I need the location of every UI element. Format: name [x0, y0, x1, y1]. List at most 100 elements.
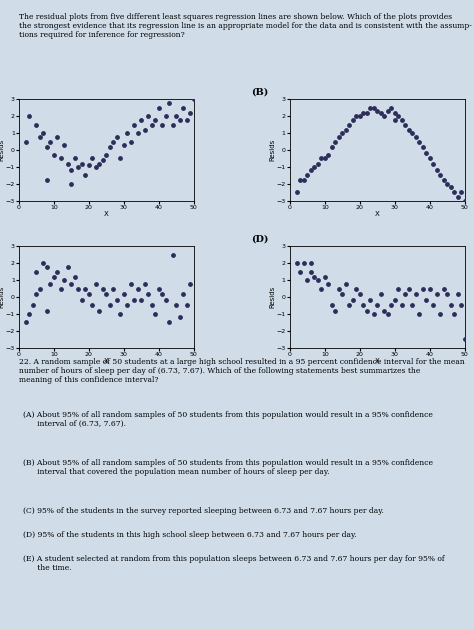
Point — [186, 278, 194, 289]
Point — [152, 115, 159, 125]
Point — [359, 108, 367, 118]
X-axis label: X: X — [104, 211, 109, 217]
Point — [124, 301, 131, 311]
Point — [324, 150, 332, 160]
Point — [173, 111, 180, 121]
Y-axis label: Resids: Resids — [269, 139, 275, 161]
Point — [74, 284, 82, 294]
Point — [384, 309, 392, 319]
Point — [61, 140, 68, 150]
Point — [43, 306, 51, 316]
Point — [96, 306, 103, 316]
Point — [366, 295, 374, 306]
Text: (B): (B) — [251, 87, 269, 96]
Point — [85, 289, 92, 299]
Point — [99, 155, 107, 165]
Point — [190, 94, 198, 105]
Point — [457, 301, 465, 311]
Point — [57, 154, 64, 164]
Point — [433, 289, 440, 299]
Point — [394, 111, 402, 121]
Point — [363, 108, 371, 118]
Point — [64, 261, 72, 272]
Point — [366, 103, 374, 113]
Point — [443, 179, 451, 189]
Point — [96, 159, 103, 169]
Point — [349, 295, 356, 306]
Point — [318, 154, 325, 164]
Text: (C) 95% of the students in the survey reported sleeping between 6.73 and 7.67 ho: (C) 95% of the students in the survey re… — [23, 507, 384, 515]
Point — [415, 137, 423, 147]
Text: (B) About 95% of all random samples of 50 students from this population would re: (B) About 95% of all random samples of 5… — [23, 459, 433, 476]
Point — [307, 266, 315, 277]
Point — [176, 312, 183, 323]
Point — [36, 132, 44, 142]
Point — [85, 160, 92, 170]
Y-axis label: Resids: Resids — [269, 286, 275, 308]
Point — [454, 192, 461, 202]
Point — [113, 295, 120, 306]
Point — [134, 128, 142, 138]
Point — [356, 289, 364, 299]
Point — [454, 289, 461, 299]
Point — [447, 182, 455, 192]
Point — [43, 175, 51, 185]
Point — [46, 278, 54, 289]
Text: (D) 95% of the students in this high school sleep between 6.73 and 7.67 hours pe: (D) 95% of the students in this high sch… — [23, 530, 357, 539]
Point — [26, 309, 33, 319]
Point — [169, 249, 176, 260]
Point — [102, 150, 110, 160]
Point — [54, 266, 61, 277]
Point — [391, 295, 399, 306]
Point — [169, 120, 176, 130]
Point — [436, 309, 444, 319]
Point — [338, 289, 346, 299]
X-axis label: X: X — [375, 358, 380, 364]
Point — [363, 306, 371, 316]
Point — [145, 289, 152, 299]
Point — [303, 275, 311, 285]
Text: (A) About 95% of all random samples of 50 students from this population would re: (A) About 95% of all random samples of 5… — [23, 411, 433, 428]
Point — [137, 295, 145, 306]
Point — [68, 179, 75, 189]
Point — [106, 142, 114, 152]
Point — [33, 266, 40, 277]
Text: The residual plots from five different least squares regression lines are shown : The residual plots from five different l… — [19, 13, 472, 39]
Point — [92, 278, 100, 289]
Point — [180, 289, 187, 299]
Point — [384, 106, 392, 116]
Point — [303, 170, 311, 180]
Point — [141, 125, 148, 135]
Point — [433, 165, 440, 175]
Point — [307, 165, 315, 175]
Point — [22, 137, 30, 147]
Point — [106, 301, 114, 311]
Point — [180, 103, 187, 113]
Point — [436, 170, 444, 180]
Point — [412, 289, 419, 299]
Point — [155, 103, 163, 113]
Point — [457, 187, 465, 197]
Point — [328, 142, 336, 152]
Point — [43, 142, 51, 152]
Point — [380, 306, 388, 316]
Point — [346, 120, 353, 130]
Point — [370, 103, 377, 113]
Point — [127, 278, 135, 289]
Text: 22. A random sample of 50 students at a large high school resulted in a 95 perce: 22. A random sample of 50 students at a … — [19, 358, 465, 384]
Point — [29, 301, 36, 311]
Point — [310, 272, 318, 282]
Point — [318, 284, 325, 294]
Point — [165, 318, 173, 328]
Point — [57, 284, 64, 294]
Point — [422, 149, 430, 159]
Point — [54, 132, 61, 142]
Point — [461, 196, 468, 206]
Point — [374, 301, 381, 311]
Point — [401, 289, 409, 299]
Point — [443, 289, 451, 299]
Text: (E) A student selected at random from this population sleeps between 6.73 and 7.: (E) A student selected at random from th… — [23, 554, 445, 571]
Point — [22, 318, 30, 328]
Point — [408, 301, 416, 311]
Point — [314, 159, 321, 169]
